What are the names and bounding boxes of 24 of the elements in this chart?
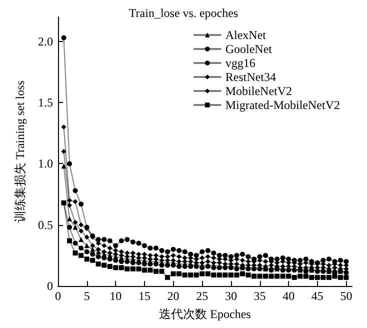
x-tick-label: 30 [224,289,237,303]
x-tick-label: 10 [110,289,122,303]
legend-label: Migrated-MobileNetV2 [225,98,340,112]
legend-label: vgg16 [225,56,256,70]
x-tick-label: 5 [84,289,90,303]
legend-label: MobileNetV2 [225,84,292,98]
y-axis-title: 训练集损失 Training set loss [13,80,27,222]
x-tick-label: 25 [196,289,208,303]
legend-label: RestNet34 [225,70,276,84]
x-tick-label: 40 [282,289,295,303]
y-tick-label: 1.5 [38,96,53,110]
x-tick-label: 35 [254,289,266,303]
x-tick-label: 50 [340,289,352,303]
legend-label: AlexNet [225,28,267,42]
chart-title: Train_lose vs. epoches [128,6,238,20]
x-tick-label: 45 [311,289,324,303]
x-tick-label: 20 [167,289,180,303]
y-tick-label: 2.0 [38,34,53,48]
x-axis-title: 迭代次数 Epoches [159,307,252,321]
legend-label: GooleNet [225,42,273,56]
y-tick-label: 0 [47,279,53,293]
y-tick-label: 0.5 [38,218,53,232]
y-tick-label: 1.0 [38,156,53,171]
x-tick-label: 15 [138,289,150,303]
